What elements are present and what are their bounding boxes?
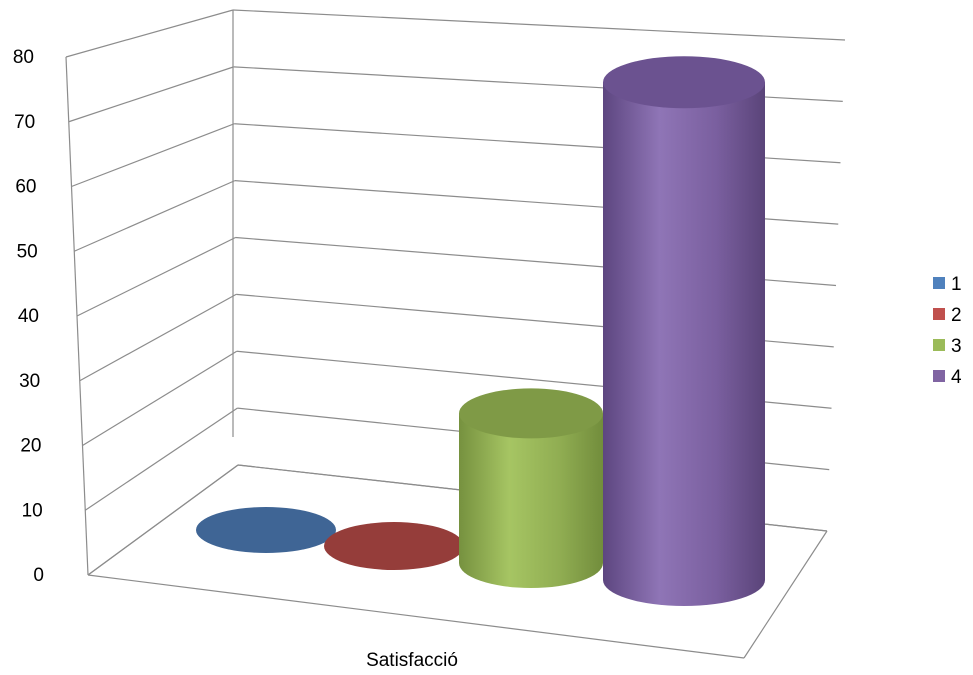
gridline-side — [76, 236, 236, 317]
bars — [196, 56, 765, 606]
legend-label: 2 — [951, 305, 962, 326]
gridline-side — [82, 350, 238, 447]
y-tick-label: 60 — [15, 177, 36, 198]
legend-swatch — [933, 370, 945, 382]
legend-label: 4 — [951, 367, 962, 388]
bar-top — [603, 56, 765, 109]
legend-swatch — [933, 339, 945, 351]
gridline-side — [84, 407, 238, 511]
bar-series-3 — [459, 388, 603, 588]
bar — [196, 507, 336, 553]
y-tick-label: 0 — [33, 565, 44, 586]
bar-series-1 — [196, 507, 336, 553]
legend-label: 3 — [951, 336, 962, 357]
gridline-side — [74, 180, 236, 252]
legend-label: 1 — [951, 274, 962, 295]
y-tick-label: 20 — [20, 436, 41, 457]
y-tick-label: 50 — [17, 241, 38, 262]
bar-series-4 — [603, 56, 765, 606]
y-tick-label: 70 — [14, 112, 35, 133]
y-tick-label: 10 — [22, 500, 43, 521]
bar-series-2 — [324, 522, 464, 570]
gridline-side — [68, 66, 234, 123]
gridline-side — [65, 9, 234, 58]
gridline — [232, 9, 846, 41]
y-axis: 0 10 20 30 40 50 60 70 80 — [13, 47, 44, 586]
bar — [603, 82, 765, 606]
y-tick-label: 80 — [13, 47, 34, 68]
y-tick-label: 30 — [19, 371, 40, 392]
legend-swatch — [933, 277, 945, 289]
y-tick-label: 40 — [18, 306, 39, 327]
bar-top — [459, 388, 603, 439]
bar — [459, 413, 603, 588]
bar — [324, 522, 464, 570]
gridline-side — [79, 293, 237, 382]
category-label: Satisfacció — [366, 650, 458, 670]
legend-swatch — [933, 308, 945, 320]
gridline-side — [71, 123, 235, 188]
legend: 1 2 3 4 — [933, 274, 962, 388]
